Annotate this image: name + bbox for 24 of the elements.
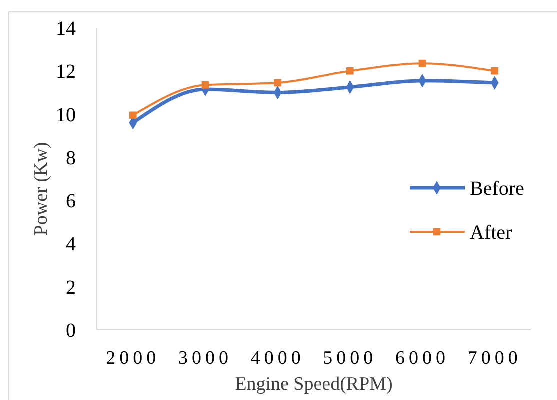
x-axis-title: Engine Speed(RPM) (235, 374, 393, 395)
x-tick-label: 3000 (178, 348, 232, 369)
x-tick-label: 2000 (106, 348, 160, 369)
y-tick-label: 10 (56, 104, 76, 126)
y-tick-label: 4 (66, 234, 76, 256)
x-tick-label: 5000 (323, 348, 378, 369)
y-tick-label: 14 (56, 18, 76, 40)
y-tick-label: 8 (66, 147, 76, 170)
point (130, 112, 137, 120)
x-tick-label: 4000 (250, 348, 305, 369)
y-tick-label: 6 (66, 190, 76, 213)
x-tick-label: 6000 (396, 348, 450, 369)
point (346, 67, 354, 75)
y-tick-label: 0 (66, 320, 76, 342)
point (274, 79, 282, 87)
y-axis-title: Power (Kw) (31, 142, 52, 236)
point (202, 82, 210, 89)
y-tick-label: 2 (66, 276, 76, 299)
legend-label: After (470, 222, 513, 244)
x-tick-label: 7000 (468, 348, 522, 369)
point (491, 67, 498, 75)
point (418, 60, 426, 68)
legend-label: Before (470, 178, 525, 200)
y-tick-label: 12 (56, 61, 76, 84)
